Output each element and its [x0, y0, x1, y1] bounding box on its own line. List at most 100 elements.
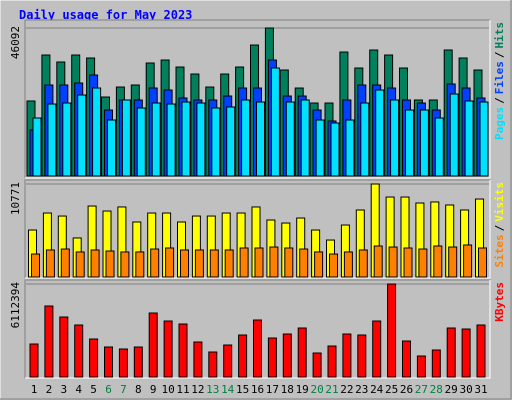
bar	[300, 99, 310, 177]
bar	[209, 249, 219, 278]
plot-border	[25, 20, 491, 179]
bar	[60, 248, 70, 278]
bar	[31, 253, 40, 278]
bar	[434, 117, 444, 177]
bar	[329, 253, 338, 278]
legend-entry: Visits	[493, 182, 506, 222]
chart-title: Daily usage for May 2023	[19, 8, 192, 22]
bar	[433, 245, 443, 278]
x-tick-label: 17	[266, 383, 279, 396]
bar	[151, 102, 161, 177]
bar	[330, 122, 340, 177]
legend-entry: Files	[493, 61, 506, 94]
x-tick-label: 12	[191, 383, 204, 396]
bar	[180, 249, 189, 278]
x-tick-label: 18	[281, 383, 294, 396]
bar	[118, 348, 128, 378]
legend-entry: Hits	[493, 22, 506, 49]
bar	[44, 305, 54, 378]
legend: KBytes	[493, 282, 506, 322]
bar	[90, 249, 100, 278]
x-tick-label: 15	[236, 383, 249, 396]
bar	[343, 251, 353, 278]
bar	[163, 320, 173, 378]
x-tick-label: 2	[46, 383, 53, 396]
bar	[270, 67, 280, 177]
legend: Sites / Visits	[493, 182, 506, 268]
bar	[165, 247, 175, 278]
x-tick-label: 19	[296, 383, 309, 396]
x-tick-label: 10	[161, 383, 174, 396]
legend-entry: Sites	[493, 234, 506, 267]
x-tick-label: 9	[150, 383, 157, 396]
x-tick-label: 21	[325, 383, 338, 396]
bar	[405, 109, 414, 177]
bar	[315, 119, 325, 177]
y-tick-label: 46092	[9, 26, 22, 59]
bar	[345, 119, 355, 177]
bar	[449, 93, 459, 177]
bar	[181, 101, 191, 177]
bar	[74, 324, 84, 378]
legend-entry: Pages	[493, 107, 506, 140]
bar	[75, 251, 85, 278]
bar	[105, 250, 115, 278]
bar	[241, 99, 251, 177]
bar	[388, 246, 398, 278]
bar	[121, 99, 131, 177]
bar	[390, 99, 400, 177]
bar	[226, 106, 236, 177]
legend-separator: /	[493, 224, 506, 231]
bar	[479, 101, 489, 177]
bar	[238, 334, 248, 378]
bar	[211, 107, 221, 177]
bar	[431, 349, 441, 378]
bar	[387, 283, 397, 378]
bar	[448, 246, 458, 278]
bar	[360, 102, 370, 177]
plot-border	[25, 280, 491, 379]
bar	[47, 103, 57, 177]
legend-entry: KBytes	[493, 282, 506, 322]
bar	[59, 316, 69, 378]
x-tick-label: 13	[206, 383, 219, 396]
bar	[285, 101, 295, 177]
bar	[373, 245, 383, 278]
bar	[253, 319, 262, 378]
bar	[208, 351, 218, 378]
x-tick-label: 20	[310, 383, 323, 396]
bar	[136, 107, 146, 177]
bar	[194, 249, 204, 278]
x-tick-label: 28	[430, 383, 443, 396]
bar	[269, 246, 279, 278]
bar	[375, 89, 385, 177]
bar	[256, 101, 265, 177]
bar	[476, 324, 486, 378]
bar	[342, 333, 352, 378]
x-tick-label: 25	[385, 383, 398, 396]
bar	[312, 352, 322, 378]
bar	[107, 119, 116, 177]
bar	[282, 333, 292, 378]
plot-border	[25, 180, 491, 279]
x-tick-label: 23	[355, 383, 368, 396]
x-tick-label: 27	[415, 383, 428, 396]
bar	[120, 251, 130, 278]
x-tick-label: 26	[400, 383, 413, 396]
bar	[418, 248, 428, 278]
bar	[327, 345, 337, 378]
x-tick-label: 7	[120, 383, 127, 396]
bar	[193, 341, 203, 378]
bar	[135, 251, 145, 278]
bar	[478, 247, 487, 278]
bar	[267, 337, 277, 378]
legend-separator: /	[493, 97, 506, 104]
x-tick-label: 30	[459, 383, 472, 396]
bar	[224, 249, 234, 278]
x-tick-label: 24	[370, 383, 384, 396]
bar	[463, 244, 473, 278]
bar	[178, 323, 188, 378]
bar	[402, 340, 411, 378]
